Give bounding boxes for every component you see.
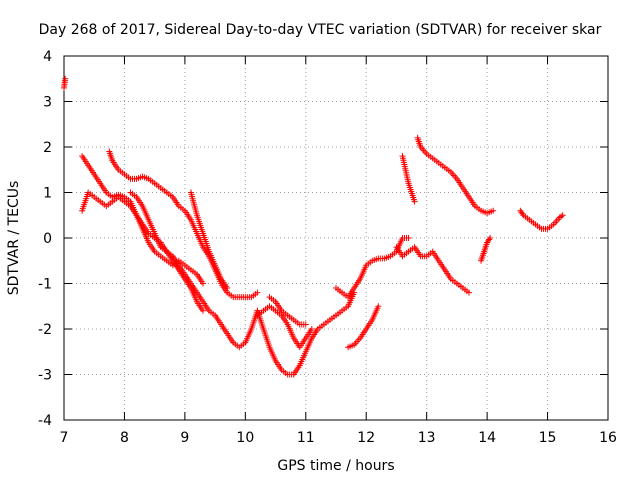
x-tick-label: 12 <box>357 430 375 446</box>
series-arc-c <box>79 153 207 287</box>
series-arc-j <box>333 235 412 301</box>
data-point <box>465 289 472 296</box>
x-tick-label: 14 <box>478 430 496 446</box>
data-point <box>302 321 309 328</box>
y-tick-labels: 4 3 2 1 0 -1 -2 -3 -4 <box>38 49 52 429</box>
y-tick-label: 4 <box>43 49 52 65</box>
x-tick-label: 11 <box>297 430 315 446</box>
data-point <box>200 280 207 287</box>
y-tick-label: 0 <box>43 231 52 247</box>
data-point <box>490 207 497 214</box>
x-tick-labels: 7 8 9 10 11 12 13 14 15 16 <box>60 430 617 446</box>
axis-ticks <box>63 55 609 421</box>
series-arc-p <box>517 207 566 232</box>
x-axis-label: GPS time / hours <box>277 458 394 474</box>
x-tick-label: 13 <box>418 430 436 446</box>
x-tick-label: 10 <box>236 430 254 446</box>
x-tick-label: 9 <box>180 430 189 446</box>
data-points <box>61 75 566 378</box>
data-point <box>254 289 261 296</box>
data-point <box>559 212 566 219</box>
series-arc-d <box>106 148 261 301</box>
data-point <box>224 285 231 292</box>
series-arc-n <box>414 134 497 216</box>
series-arc-g <box>254 289 358 378</box>
series-arc-i <box>266 294 309 328</box>
y-tick-label: 3 <box>43 95 52 111</box>
y-tick-label: 2 <box>43 140 52 156</box>
data-point <box>375 303 382 310</box>
series-arc-e <box>127 189 261 351</box>
data-point <box>558 213 565 220</box>
x-tick-label: 16 <box>599 430 617 446</box>
series-arc-o <box>478 235 494 264</box>
chart-title: Day 268 of 2017, Sidereal Day-to-day VTE… <box>39 22 602 38</box>
series-arc-l <box>393 244 472 296</box>
series-arc-a <box>61 75 69 91</box>
series-arc-f <box>187 189 231 292</box>
grid <box>64 56 608 420</box>
series-arc-k <box>345 303 382 351</box>
y-tick-label: 1 <box>43 186 52 202</box>
y-tick-label: -4 <box>38 413 52 429</box>
y-tick-label: -2 <box>38 322 52 338</box>
data-point <box>308 326 315 332</box>
y-axis-label: SDTVAR / TECUs <box>6 181 22 296</box>
series-arc-h <box>254 303 315 351</box>
x-tick-label: 7 <box>60 430 69 446</box>
y-tick-label: -1 <box>38 277 52 293</box>
y-tick-label: -3 <box>38 368 52 384</box>
data-point <box>487 235 494 241</box>
series-arc-m <box>399 153 418 205</box>
data-point <box>411 198 418 205</box>
data-point <box>200 307 207 314</box>
x-tick-label: 8 <box>120 430 129 446</box>
x-tick-label: 15 <box>539 430 557 446</box>
data-point <box>62 75 69 82</box>
data-point <box>405 235 412 241</box>
